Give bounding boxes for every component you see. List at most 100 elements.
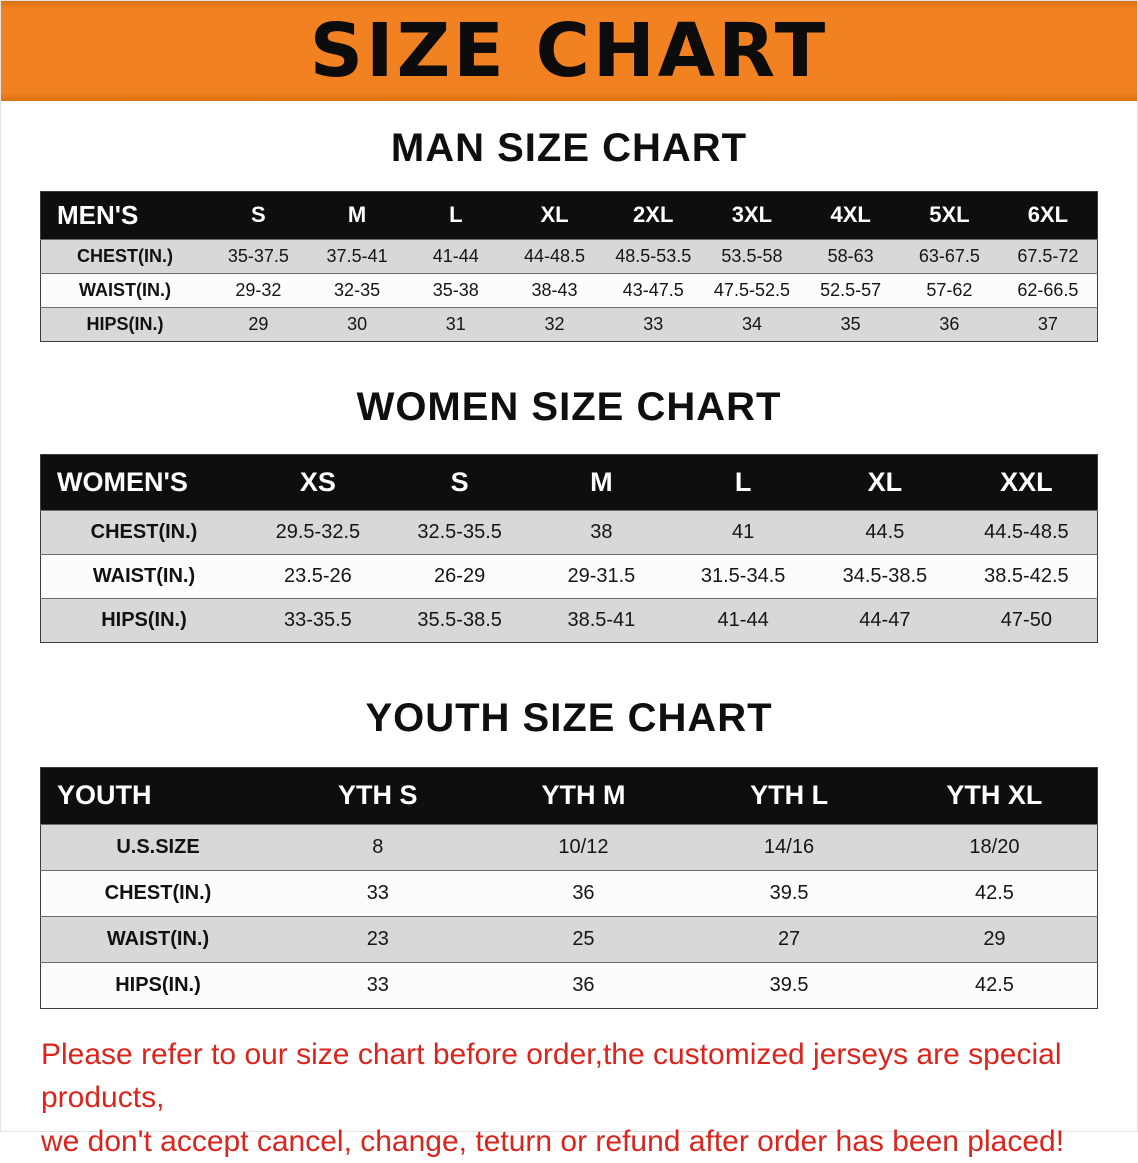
value-cell: 62-66.5 [1017, 279, 1079, 300]
row-label-cell: HIPS(IN.) [86, 313, 164, 334]
size-header-cell: YTH XL [891, 767, 1098, 825]
value-cell: 47.5-52.5 [713, 279, 790, 300]
disclaimer-line-1: Please refer to our size chart before or… [41, 1037, 1062, 1115]
value-cell: 10/12 [558, 835, 609, 858]
youth-size-table: YOUTH YTH S YTH M YTH L YTH XL U.S.SIZE 8 10/12… [40, 767, 1098, 1009]
value-cell: 14/16 [764, 835, 815, 858]
table-row: WAIST(IN.) 29-32 32-35 35-38 38-43 43-47.5 47.… [40, 273, 1098, 308]
value-cell: 38 [590, 521, 613, 544]
value-cell: 32 [544, 313, 565, 334]
size-header-cell: 5XL [900, 191, 999, 240]
value-cell: 8 [372, 835, 384, 858]
disclaimer: Please refer to our size chart before or… [41, 1033, 1101, 1163]
value-cell: 35 [840, 313, 861, 334]
value-cell: 31.5-34.5 [700, 565, 786, 588]
table-row: HIPS(IN.) 29 30 31 32 33 34 35 36 37 [40, 307, 1098, 342]
size-header-cell: S [209, 191, 308, 240]
value-cell: 29.5-32.5 [275, 521, 361, 544]
row-label-cell: WAIST(IN.) [92, 565, 196, 588]
row-label-cell: CHEST(IN.) [104, 881, 212, 904]
men-size-table: MEN'S S M L XL 2XL 3XL 4XL 5XL 6XL CHEST(IN.) 35-37… [40, 191, 1098, 342]
table-row: CHEST(IN.) 35-37.5 37.5-41 41-44 44-48.5 48.5… [40, 239, 1098, 274]
value-cell: 29-32 [235, 279, 282, 300]
value-cell: 41 [732, 521, 755, 544]
size-header-cell: 6XL [998, 191, 1098, 240]
size-header-cell: L [406, 191, 506, 240]
disclaimer-line-2: we don't accept cancel, change, teturn o… [41, 1124, 1065, 1158]
row-label-cell: HIPS(IN.) [115, 973, 201, 996]
size-header-cell: XL [505, 191, 604, 240]
value-cell: 42.5 [974, 973, 1014, 996]
value-cell: 43-47.5 [622, 279, 684, 300]
row-label-cell: CHEST(IN.) [77, 245, 173, 266]
men-size-chart-heading: MAN SIZE CHART [390, 126, 748, 170]
value-cell: 33 [643, 313, 664, 334]
row-label-cell: HIPS(IN.) [101, 609, 187, 632]
table-row: HIPS(IN.) 33-35.5 35.5-38.5 38.5-41 41-44 44-… [40, 598, 1098, 643]
value-cell: 39.5 [769, 881, 809, 904]
women-section: WOMEN SIZE CHART WOMEN'S XS S M L XL XXL CHEST(… [1, 384, 1137, 644]
value-cell: 29 [248, 313, 269, 334]
table-title-cell: YOUTH [40, 767, 275, 825]
row-label-cell: WAIST(IN.) [79, 279, 171, 300]
table-row: CHEST(IN.) 33 36 39.5 42.5 [40, 870, 1098, 917]
value-cell: 44.5 [865, 521, 905, 544]
table-title-cell: MEN'S [40, 191, 209, 240]
value-cell: 33-35.5 [283, 609, 352, 632]
value-cell: 48.5-53.5 [615, 245, 692, 266]
value-cell: 41-44 [717, 609, 769, 632]
size-header-cell: YTH S [275, 767, 481, 825]
value-cell: 44.5-48.5 [984, 521, 1069, 544]
value-cell: 34 [741, 313, 762, 334]
size-chart-banner: SIZE CHART [1, 1, 1137, 101]
table-title-cell: WOMEN'S [40, 454, 247, 511]
table-row: U.S.SIZE 8 10/12 14/16 18/20 [40, 824, 1098, 871]
value-cell: 37 [1037, 313, 1058, 334]
size-header-cell: XXL [955, 454, 1098, 511]
value-cell: 44-47 [859, 609, 911, 632]
size-header-cell: XL [814, 454, 956, 511]
value-cell: 57-62 [926, 279, 973, 300]
value-cell: 52.5-57 [820, 279, 882, 300]
value-cell: 29 [983, 927, 1006, 950]
value-cell: 32.5-35.5 [417, 521, 502, 544]
value-cell: 41-44 [432, 245, 479, 266]
youth-section: YOUTH SIZE CHART YOUTH YTH S YTH M YTH L YTH… [1, 695, 1137, 1009]
value-cell: 35-38 [432, 279, 479, 300]
value-cell: 38-43 [531, 279, 578, 300]
size-header-cell: S [388, 454, 531, 511]
value-cell: 33 [366, 881, 389, 904]
value-cell: 35-37.5 [227, 245, 289, 266]
size-header-cell: L [672, 454, 814, 511]
value-cell: 26-29 [434, 565, 486, 588]
value-cell: 23 [366, 927, 389, 950]
value-cell: 36 [572, 881, 595, 904]
table-header-row: YOUTH YTH S YTH M YTH L YTH XL [40, 767, 1098, 825]
value-cell: 47-50 [1000, 609, 1052, 632]
women-size-chart-heading: WOMEN SIZE CHART [356, 384, 782, 429]
value-cell: 25 [572, 927, 595, 950]
women-size-table: WOMEN'S XS S M L XL XXL CHEST(IN.) 29.5-32.5 32.5… [40, 453, 1098, 644]
value-cell: 67.5-72 [1017, 245, 1079, 266]
value-cell: 23.5-26 [283, 565, 352, 588]
row-label-cell: WAIST(IN.) [106, 927, 210, 950]
value-cell: 35.5-38.5 [417, 609, 502, 632]
value-cell: 44-48.5 [523, 245, 586, 266]
value-cell: 18/20 [969, 835, 1020, 858]
value-cell: 31 [445, 313, 466, 334]
table-row: CHEST(IN.) 29.5-32.5 32.5-35.5 38 41 44.5 44.5… [40, 510, 1098, 555]
size-header-cell: XS [247, 454, 389, 511]
size-header-cell: M [530, 454, 673, 511]
size-header-cell: 2XL [603, 191, 703, 240]
value-cell: 33 [366, 973, 389, 996]
value-cell: 36 [572, 973, 595, 996]
value-cell: 27 [777, 927, 801, 950]
table-row: HIPS(IN.) 33 36 39.5 42.5 [40, 962, 1098, 1009]
value-cell: 34.5-38.5 [842, 565, 928, 588]
value-cell: 53.5-58 [721, 245, 783, 266]
size-header-cell: 4XL [801, 191, 901, 240]
size-header-cell: YTH M [480, 767, 687, 825]
table-row: WAIST(IN.) 23 25 27 29 [40, 916, 1098, 963]
value-cell: 63-67.5 [918, 245, 980, 266]
